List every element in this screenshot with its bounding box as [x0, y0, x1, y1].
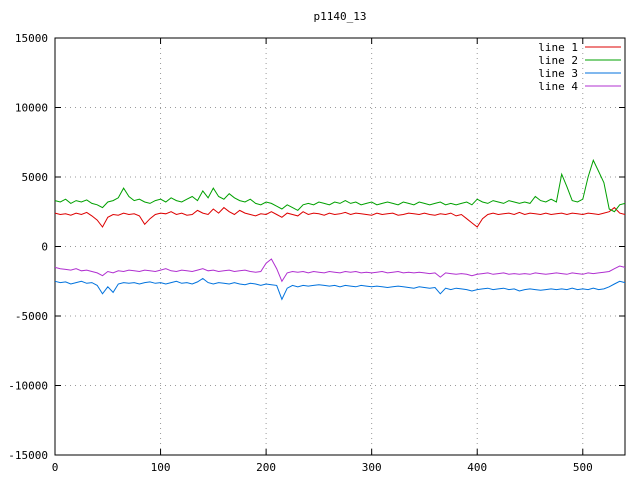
y-tick-label: 5000 [22, 171, 49, 184]
chart-title: p1140_13 [314, 10, 367, 23]
legend-label-2: line 2 [538, 54, 578, 67]
series-line-3 [54, 277, 626, 301]
legend-label-3: line 3 [538, 67, 578, 80]
y-tick-label: 10000 [15, 102, 48, 115]
y-tick-label: 15000 [15, 32, 48, 45]
x-tick-label: 200 [256, 461, 276, 474]
y-tick-label: -15000 [8, 449, 48, 462]
x-tick-label: 0 [52, 461, 59, 474]
series-line-4 [54, 258, 626, 283]
y-tick-label: 0 [41, 241, 48, 254]
legend-label-4: line 4 [538, 80, 578, 93]
series-line-1 [54, 206, 626, 228]
y-tick-label: -10000 [8, 380, 48, 393]
x-tick-label: 100 [151, 461, 171, 474]
x-tick-label: 400 [467, 461, 487, 474]
x-tick-label: 500 [573, 461, 593, 474]
plot-border [54, 37, 626, 456]
y-tick-label: -5000 [15, 310, 48, 323]
x-tick-label: 300 [362, 461, 382, 474]
series-line-2 [54, 158, 626, 213]
legend-label-1: line 1 [538, 41, 578, 54]
